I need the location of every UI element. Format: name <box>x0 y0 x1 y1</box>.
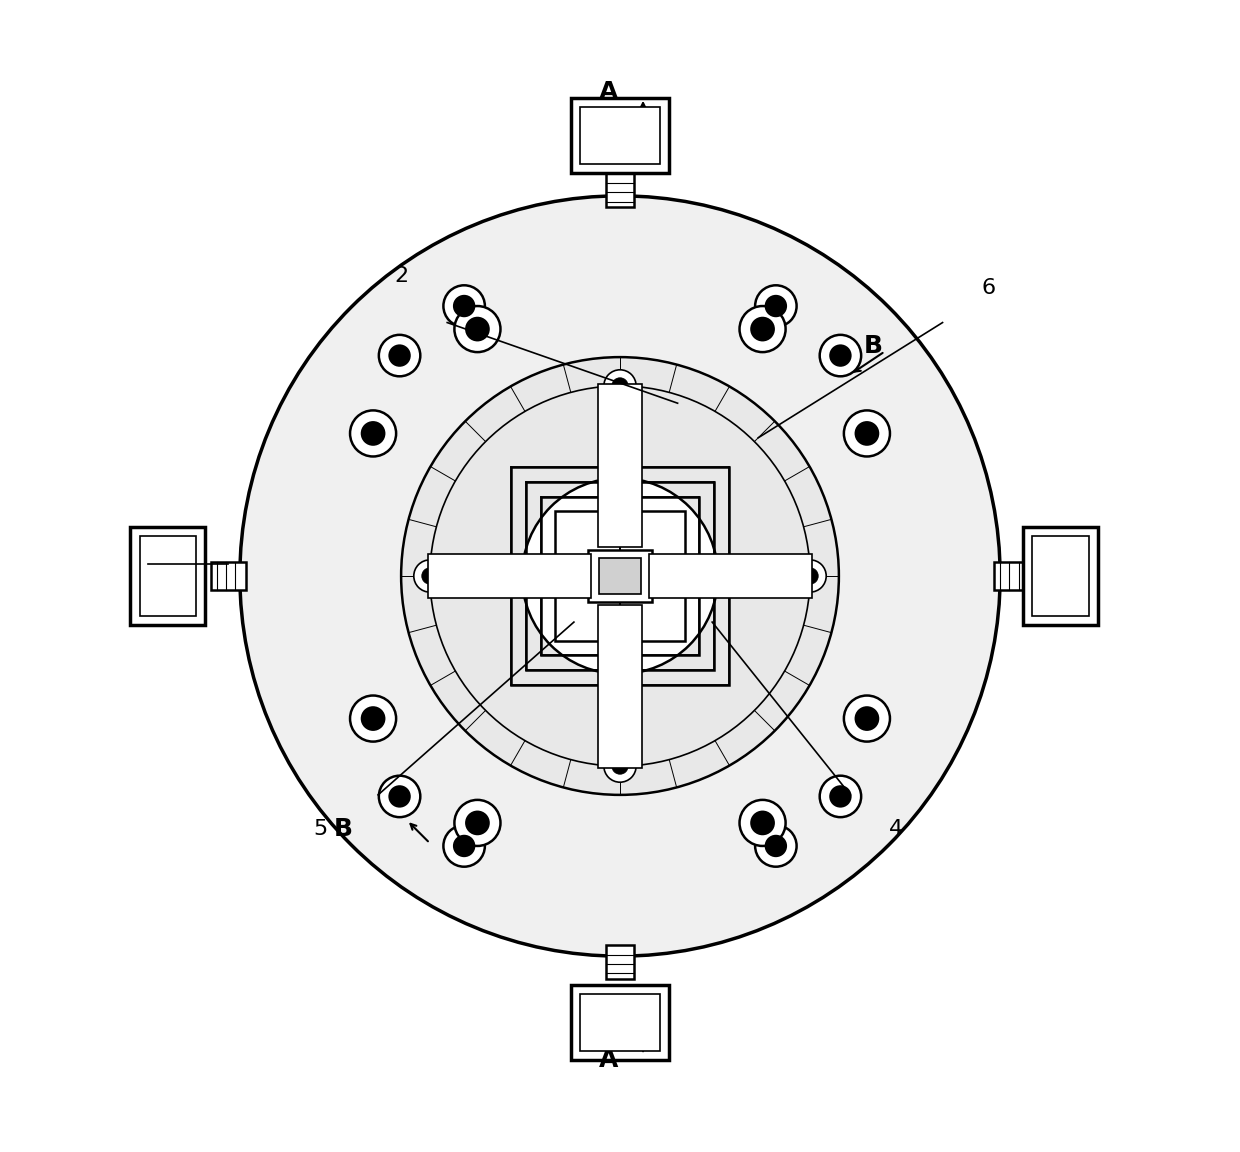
Circle shape <box>604 370 636 402</box>
Circle shape <box>608 385 632 410</box>
Bar <box>580 107 660 164</box>
Circle shape <box>755 825 796 866</box>
Text: 12: 12 <box>145 543 174 563</box>
Circle shape <box>830 346 851 366</box>
Circle shape <box>422 568 438 584</box>
Circle shape <box>466 318 489 341</box>
Circle shape <box>611 378 629 394</box>
Circle shape <box>604 750 636 782</box>
Text: A: A <box>599 81 619 104</box>
Bar <box>130 528 206 624</box>
Bar <box>605 173 635 207</box>
Bar <box>140 537 196 615</box>
Circle shape <box>844 410 890 456</box>
Text: A: A <box>599 1048 619 1071</box>
Circle shape <box>429 563 454 589</box>
Text: B: B <box>864 334 883 357</box>
Circle shape <box>414 560 446 592</box>
Circle shape <box>856 422 878 445</box>
Circle shape <box>350 696 396 742</box>
Circle shape <box>434 569 449 583</box>
Circle shape <box>765 835 786 856</box>
Circle shape <box>608 742 632 767</box>
Circle shape <box>379 775 420 817</box>
Bar <box>428 554 590 599</box>
Circle shape <box>844 696 890 742</box>
Bar <box>598 384 642 546</box>
Circle shape <box>454 296 475 317</box>
Circle shape <box>739 306 786 353</box>
Bar <box>588 551 652 601</box>
Bar <box>572 985 668 1060</box>
Circle shape <box>820 335 861 377</box>
Circle shape <box>350 410 396 456</box>
Circle shape <box>444 825 485 866</box>
Bar <box>1023 528 1099 624</box>
Bar <box>994 562 1029 590</box>
Circle shape <box>856 707 878 730</box>
Bar <box>1033 537 1089 615</box>
Circle shape <box>239 196 1001 956</box>
Text: 2: 2 <box>394 266 408 287</box>
Circle shape <box>389 346 410 366</box>
Circle shape <box>791 569 806 583</box>
Circle shape <box>454 799 501 846</box>
Circle shape <box>613 748 627 761</box>
Text: 5: 5 <box>314 819 327 840</box>
Bar <box>211 562 246 590</box>
Circle shape <box>444 286 485 327</box>
Circle shape <box>611 758 629 774</box>
Circle shape <box>751 811 774 834</box>
Circle shape <box>751 318 774 341</box>
Bar <box>580 994 660 1051</box>
Circle shape <box>454 306 501 353</box>
Bar <box>572 98 668 173</box>
Circle shape <box>613 391 627 404</box>
Circle shape <box>466 811 489 834</box>
Circle shape <box>379 335 420 377</box>
Circle shape <box>454 835 475 856</box>
Circle shape <box>362 707 384 730</box>
Circle shape <box>794 560 826 592</box>
Bar <box>598 606 642 768</box>
Circle shape <box>755 286 796 327</box>
Circle shape <box>830 786 851 806</box>
Circle shape <box>820 775 861 817</box>
Circle shape <box>522 478 718 674</box>
Circle shape <box>362 422 384 445</box>
Bar <box>605 945 635 979</box>
Text: 4: 4 <box>889 819 904 840</box>
Circle shape <box>786 563 811 589</box>
Text: B: B <box>334 818 353 841</box>
Bar <box>599 559 641 593</box>
Circle shape <box>401 357 839 795</box>
Bar <box>650 554 812 599</box>
Circle shape <box>802 568 818 584</box>
Text: 6: 6 <box>982 278 996 298</box>
Circle shape <box>765 296 786 317</box>
Circle shape <box>389 786 410 806</box>
Circle shape <box>739 799 786 846</box>
